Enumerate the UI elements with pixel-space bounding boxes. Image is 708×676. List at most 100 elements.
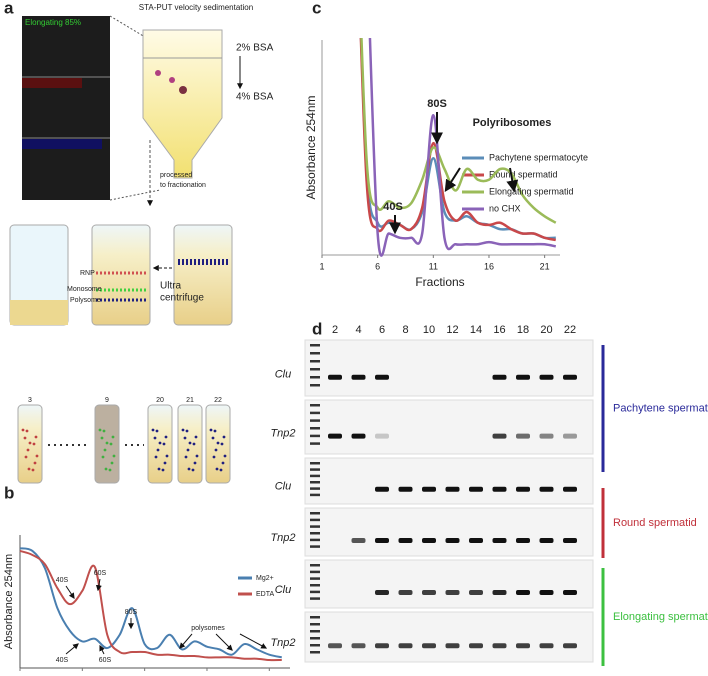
gel [304,339,594,397]
particle [101,455,105,459]
particle [219,468,223,472]
gel-band [375,590,389,595]
particle [186,448,190,452]
gel-band [516,643,530,649]
ladder-band [310,462,320,465]
gel-band [398,643,413,649]
gel-band [469,486,483,492]
particle [32,442,36,446]
particle [153,436,157,440]
legend-label: Elongating spermatid [489,186,574,196]
funnel [142,29,223,179]
note: to fractionation [160,182,206,189]
particle [103,448,107,452]
particle [216,441,220,445]
x-tick-label: 1 [319,261,324,271]
ladder-band [310,590,320,594]
gel-band [398,590,413,595]
gel-band [516,433,530,439]
panel-label: d [312,319,322,338]
gel-band [398,486,413,492]
ladder-band [310,570,320,574]
particle [157,467,161,471]
group-label: Round spermatid [613,517,697,529]
gel-band [398,538,413,543]
particle [187,467,191,471]
particle [112,454,116,458]
ladder-band [310,411,320,415]
particle [111,435,115,439]
ladder-band [310,577,320,580]
ladder-band [310,352,320,355]
ladder-band [310,442,320,445]
ladder-band [310,564,320,567]
fraction-label: 3 [28,397,32,404]
particle [110,461,114,465]
cell [169,77,175,83]
particle [27,467,31,471]
fraction-tubes: 3 9 20 21 22 [17,397,231,484]
gradient-label: 4% BSA [236,92,274,103]
particle [105,441,109,445]
fraction-label: 22 [214,397,222,404]
lane-label: 6 [379,324,385,336]
lane-label: 2 [332,324,338,336]
gel-band [422,643,436,649]
particle [154,455,158,459]
particle [33,461,37,465]
gel-band [563,374,577,380]
ladder-band [310,512,320,515]
gel-band [375,433,389,439]
ladder-band [310,468,320,471]
particle [165,454,169,458]
particle [211,436,215,440]
gel-band [445,643,460,649]
gel-band [563,538,577,543]
ladder-band [310,487,320,490]
particle [109,442,113,446]
particle [185,429,189,433]
gel-band [516,486,530,492]
particle [212,455,216,459]
panel-label: a [4,0,14,17]
gel-band [492,590,507,595]
ladder-band [310,644,320,647]
gel-band [351,643,366,649]
particle [26,448,30,452]
legend-label: Mg2+ [256,575,274,582]
gel-band [469,643,483,649]
annotation: 80S [125,609,138,616]
gel-band [328,433,342,439]
annotation: 60S [99,657,112,664]
particle [184,455,188,459]
gel-band [375,374,389,380]
image-label: Elongating 85% [25,18,81,27]
ladder-band [310,427,320,430]
particle [155,429,159,433]
ladder-band [310,404,320,407]
cell [155,70,161,76]
gel-band [492,486,507,492]
group-label: Elongating spermatid [613,611,708,623]
gradient-label: 2% BSA [236,43,274,54]
annotation-arrow [444,167,461,193]
particle [158,441,162,445]
particle [100,436,104,440]
ladder-band [310,434,320,438]
gel-band [422,486,436,492]
note: processed [160,172,192,179]
particle [162,442,166,446]
title: STA-PUT velocity sedimentation [139,3,253,12]
ladder-band [310,538,320,542]
particle [215,467,219,471]
annotation-arrow [179,633,193,649]
particle [164,435,168,439]
gel-band [422,538,436,543]
centrifuge-label: centrifuge [160,293,204,304]
annotation-arrow [65,643,79,655]
gel [304,399,594,455]
particle [209,428,213,432]
tube-fill [10,300,68,325]
fraction-label: 20 [156,397,164,404]
particle [222,435,226,439]
